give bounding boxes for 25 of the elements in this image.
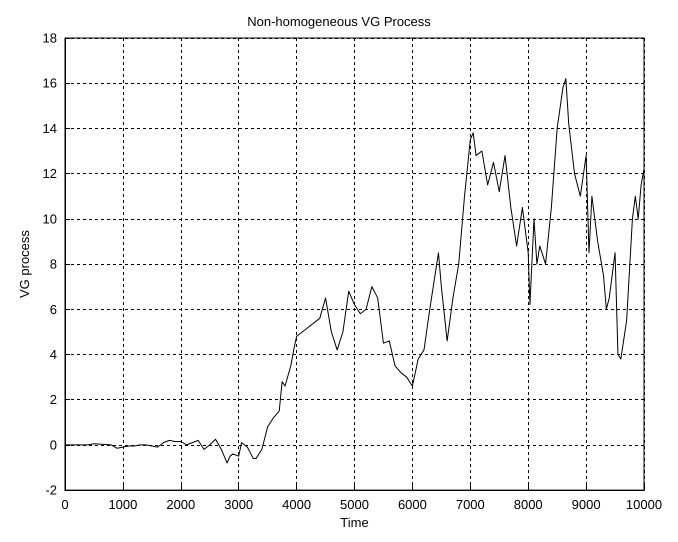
y-axis-title: VG process [17, 230, 32, 298]
x-tick-label: 10000 [626, 497, 662, 512]
y-tick-label: 0 [50, 437, 57, 452]
y-tick-label: 6 [50, 302, 57, 317]
x-axis-title: Time [340, 515, 369, 530]
y-tick-label: 4 [50, 346, 57, 362]
y-tick-label: 10 [42, 211, 57, 226]
x-tick-label: 0 [61, 497, 69, 512]
x-tick-label: 3000 [224, 497, 254, 512]
x-tick-label: 5000 [340, 497, 369, 512]
x-tick-label: 2000 [166, 497, 196, 512]
y-tick-label: 2 [50, 392, 57, 408]
x-tick-label: 9000 [572, 497, 601, 512]
y-tick-label: 12 [42, 166, 57, 182]
y-tick-label: 8 [50, 256, 57, 272]
y-tick-label: 18 [42, 30, 57, 46]
y-tick-label: -2 [45, 482, 57, 498]
y-tick-label: 14 [42, 120, 57, 136]
x-tick-label: 1000 [108, 497, 138, 512]
y-tick-label: 16 [42, 76, 57, 91]
chart-title: Non-homogeneous VG Process [247, 14, 432, 29]
x-tick-label: 4000 [282, 497, 312, 512]
x-tick-label: 7000 [456, 497, 485, 512]
x-tick-label: 6000 [398, 497, 427, 512]
x-tick-label: 8000 [514, 497, 543, 512]
